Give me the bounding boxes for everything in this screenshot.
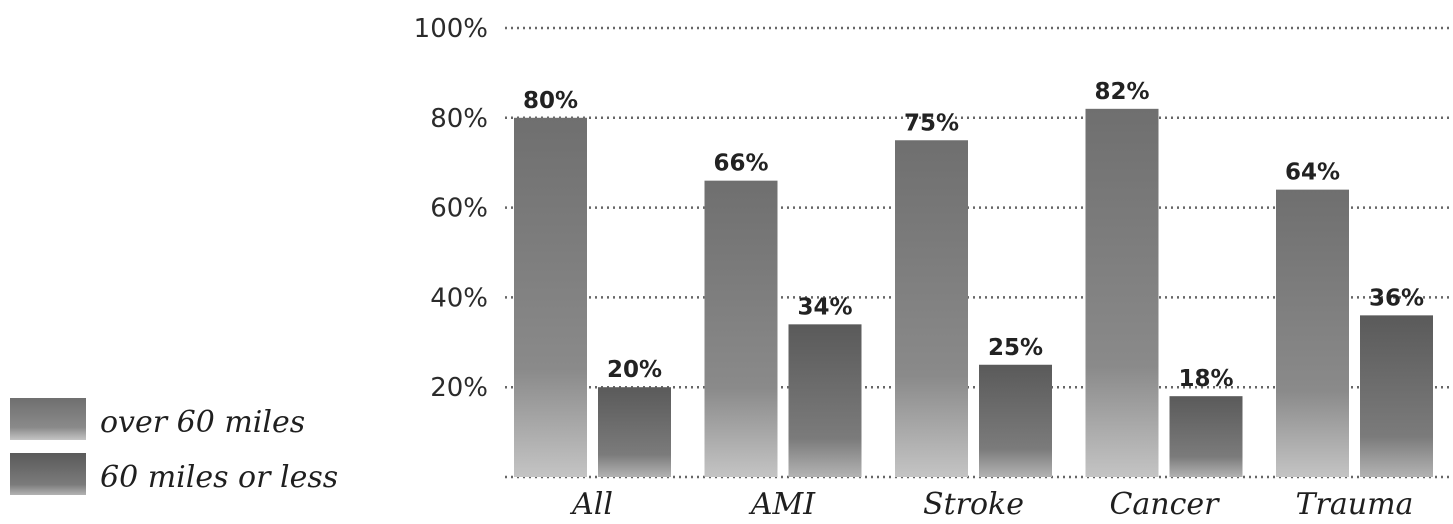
value-label: 20% [607,357,662,383]
y-tick-label: 40% [430,283,488,313]
bar-stroke-60-miles-or-less [979,365,1052,477]
bar-all-60-miles-or-less [598,387,671,477]
value-label: 36% [1369,285,1424,311]
bar-cancer-over-60-miles [1086,109,1159,477]
bar-trauma-60-miles-or-less [1360,315,1433,477]
value-label: 66% [713,151,768,177]
x-tick-label: All [569,487,613,522]
x-axis-category-labels: All AMI Stroke Cancer Trauma [569,487,1413,522]
value-label: 64% [1285,160,1340,186]
y-axis-tick-labels: 20% 40% 60% 80% 100% [414,14,488,403]
bar-stroke-over-60-miles [895,140,968,477]
bar-cancer-60-miles-or-less [1170,396,1243,477]
x-tick-label: Trauma [1296,487,1414,522]
legend-swatch-60-miles-or-less [10,453,86,495]
y-tick-label: 60% [430,194,488,224]
x-tick-label: AMI [748,487,816,522]
y-tick-label: 80% [430,104,488,134]
legend: over 60 miles 60 miles or less [10,398,338,495]
x-tick-label: Stroke [923,487,1024,522]
legend-label-over-60-miles: over 60 miles [100,405,305,440]
bar-all-over-60-miles [514,118,587,477]
value-label: 34% [797,294,852,320]
value-label: 25% [988,335,1043,361]
y-tick-label: 100% [414,14,488,44]
value-label: 75% [904,110,959,136]
x-tick-label: Cancer [1109,487,1220,522]
bar-ami-over-60-miles [705,181,778,477]
legend-label-60-miles-or-less: 60 miles or less [100,460,338,495]
y-tick-label: 20% [430,373,488,403]
value-label: 18% [1178,366,1233,392]
bar-ami-60-miles-or-less [789,324,862,477]
legend-swatch-over-60-miles [10,398,86,440]
value-label: 80% [523,88,578,114]
bar-trauma-over-60-miles [1276,190,1349,477]
value-label: 82% [1094,79,1149,105]
